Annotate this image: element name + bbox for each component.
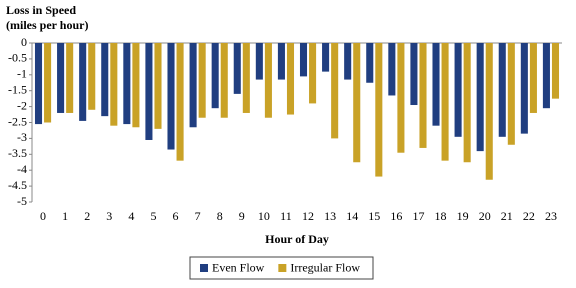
x-tick-label: 0 — [40, 209, 46, 223]
x-tick-label: 9 — [239, 209, 245, 223]
bar — [110, 43, 118, 126]
x-tick-label: 15 — [368, 209, 380, 223]
y-tick-label: -2 — [17, 98, 27, 112]
y-tick-label: -3.5 — [8, 146, 27, 160]
x-tick-label: 19 — [457, 209, 469, 223]
x-tick-label: 8 — [217, 209, 223, 223]
bar — [410, 43, 418, 106]
bar — [176, 43, 184, 161]
bar — [277, 43, 285, 80]
y-tick-label: -0.5 — [8, 51, 27, 65]
bar — [189, 43, 197, 128]
bar — [132, 43, 140, 128]
x-tick-label: 21 — [501, 209, 513, 223]
bar — [233, 43, 241, 94]
x-tick-label: 11 — [280, 209, 292, 223]
bar — [255, 43, 263, 80]
bar — [198, 43, 206, 118]
bar — [242, 43, 250, 113]
x-tick-label: 1 — [62, 209, 68, 223]
bar — [344, 43, 352, 80]
y-axis-title: (miles per hour) — [6, 18, 88, 32]
bar — [542, 43, 550, 109]
legend-box — [189, 256, 374, 280]
bar — [507, 43, 515, 145]
bar — [397, 43, 405, 153]
y-tick-label: -4 — [17, 162, 27, 176]
bar — [441, 43, 449, 161]
x-tick-label: 7 — [195, 209, 201, 223]
x-axis-title: Hour of Day — [265, 232, 329, 246]
y-tick-label: 0 — [21, 35, 27, 49]
bar — [286, 43, 295, 115]
bar — [57, 43, 65, 113]
x-tick-label: 2 — [84, 209, 90, 223]
legend-swatch — [278, 264, 287, 272]
bar — [88, 43, 96, 110]
bar — [264, 43, 272, 118]
bar — [44, 43, 52, 123]
x-tick-label: 14 — [346, 209, 358, 223]
bar — [375, 43, 383, 177]
bar — [66, 43, 74, 113]
bar — [388, 43, 396, 96]
x-tick-label: 16 — [390, 209, 402, 223]
y-tick-label: -3 — [17, 130, 27, 144]
x-tick-label: 17 — [412, 209, 424, 223]
bar — [498, 43, 506, 137]
x-tick-label: 22 — [523, 209, 535, 223]
bar — [34, 43, 43, 125]
y-tick-label: -5 — [17, 194, 27, 208]
legend-label: Irregular Flow — [290, 260, 360, 274]
bar — [79, 43, 87, 121]
x-tick-label: 23 — [545, 209, 557, 223]
bar — [322, 43, 330, 72]
bar — [123, 43, 131, 125]
x-tick-label: 13 — [324, 209, 336, 223]
bar — [419, 43, 427, 148]
bar — [101, 43, 109, 117]
x-tick-label: 20 — [479, 209, 491, 223]
bar — [309, 43, 317, 104]
x-tick-label: 5 — [150, 209, 156, 223]
bar — [476, 43, 484, 152]
bar — [220, 43, 228, 118]
legend-swatch — [200, 264, 208, 272]
x-tick-label: 10 — [258, 209, 270, 223]
bar — [454, 43, 462, 137]
x-tick-label: 6 — [173, 209, 179, 223]
bar — [167, 43, 175, 150]
bar — [331, 43, 339, 139]
y-tick-label: -1 — [17, 67, 27, 81]
bar — [353, 43, 361, 163]
bar — [299, 43, 308, 77]
bar — [432, 43, 440, 126]
legend-label: Even Flow — [212, 260, 265, 274]
bar — [366, 43, 374, 83]
bar — [551, 43, 560, 99]
bar — [211, 43, 219, 109]
bar — [529, 43, 537, 113]
x-tick-label: 4 — [128, 209, 134, 223]
x-tick-label: 3 — [106, 209, 112, 223]
bar — [485, 43, 493, 180]
y-tick-label: -1.5 — [8, 82, 27, 96]
bar — [463, 43, 471, 163]
bar — [154, 43, 162, 129]
y-axis-title: Loss in Speed — [6, 3, 76, 17]
bar — [145, 43, 153, 140]
y-tick-label: -2.5 — [8, 114, 27, 128]
x-tick-label: 18 — [435, 209, 447, 223]
y-tick-label: -4.5 — [8, 178, 27, 192]
x-tick-label: 12 — [302, 209, 314, 223]
bar — [520, 43, 528, 134]
